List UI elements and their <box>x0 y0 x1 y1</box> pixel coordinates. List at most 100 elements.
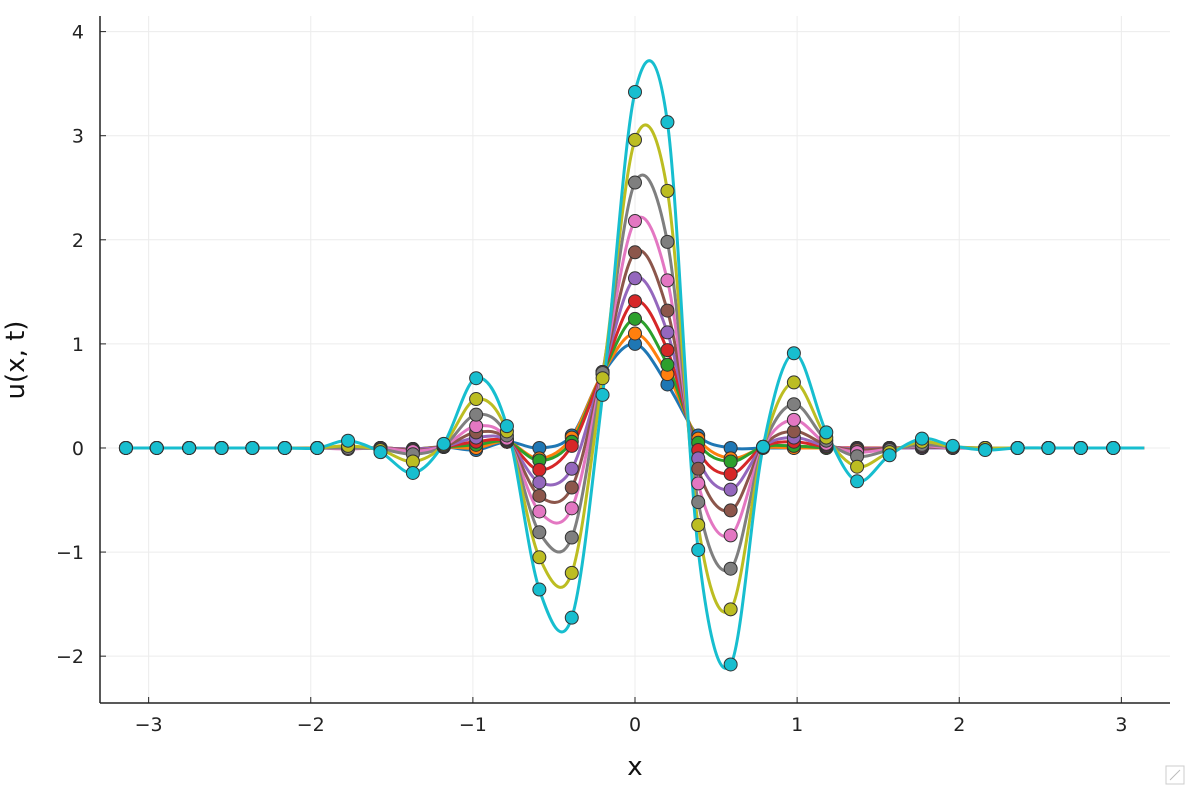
series-6-point <box>564 480 579 495</box>
x-tick-label: 2 <box>953 714 965 736</box>
series-points <box>118 84 1121 672</box>
series-8-point <box>660 234 675 249</box>
series-6-point <box>532 488 547 503</box>
series-8-point <box>532 525 547 540</box>
series-7-point <box>660 273 675 288</box>
x-tick-label: 0 <box>629 714 641 736</box>
axes <box>99 16 1170 704</box>
series-4-point <box>564 438 579 453</box>
y-tick-label: 4 <box>72 22 84 44</box>
x-tick-label: −2 <box>297 714 325 736</box>
y-tick-label: 2 <box>72 230 84 252</box>
series-10-point <box>882 448 897 463</box>
x-tick-label: 3 <box>1115 714 1127 736</box>
series-9-point <box>850 459 865 474</box>
series-3-point <box>660 357 675 372</box>
series-10-point <box>436 436 451 451</box>
series-9-point <box>786 375 801 390</box>
series-10-point <box>277 440 292 455</box>
x-tick-label: 1 <box>791 714 803 736</box>
series-10-point <box>149 440 164 455</box>
y-tick-label: 1 <box>72 334 84 356</box>
series-4-point <box>723 467 738 481</box>
series-10-point <box>723 657 738 672</box>
grid <box>100 16 1170 703</box>
series-10-point <box>564 610 579 625</box>
series-10-point <box>245 440 260 455</box>
series-7-point <box>628 214 642 229</box>
series-9-point <box>660 183 675 198</box>
series-9-point <box>469 392 484 407</box>
series-10-point <box>118 440 133 455</box>
series-10-point <box>819 425 834 440</box>
series-4-point <box>532 462 547 477</box>
series-10-point <box>756 439 771 454</box>
series-5-point <box>564 461 579 476</box>
series-10-point <box>786 346 801 361</box>
series-9-point <box>564 565 579 580</box>
series-6-point <box>660 303 675 318</box>
series-6-point <box>628 245 642 260</box>
series-10-point <box>945 438 960 453</box>
series-5-point <box>532 475 547 490</box>
y-tick-labels: −2 −1 0 1 2 3 4 <box>56 22 84 669</box>
series-10-point <box>499 419 514 434</box>
y-tick-label: 0 <box>72 438 84 460</box>
series-10-point <box>595 387 610 402</box>
x-tick-label: −1 <box>459 714 487 736</box>
series-8-point <box>786 397 801 412</box>
series-8-point <box>469 407 484 422</box>
series-10-point <box>1010 440 1025 455</box>
series-10-point <box>1106 440 1121 455</box>
series-4-point <box>660 343 675 358</box>
series-6-point <box>691 461 706 476</box>
y-tick-label: 3 <box>72 126 84 148</box>
series-10-point <box>182 440 197 455</box>
series-2-point <box>628 326 642 341</box>
series-7-point <box>691 476 706 491</box>
series-10-point <box>660 115 675 130</box>
series-7-point <box>564 501 579 516</box>
series-10-point <box>341 433 356 448</box>
series-9-point <box>595 371 610 386</box>
series-3-point <box>723 454 738 469</box>
series-10-point <box>310 440 325 455</box>
series-5-point <box>723 482 738 497</box>
series-7-point <box>532 504 547 519</box>
series-10-point <box>405 465 420 480</box>
series-line-10 <box>125 59 1145 670</box>
series-10-point <box>532 582 547 597</box>
series-5-point <box>660 325 675 340</box>
series-8-point <box>564 530 579 545</box>
resize-handle-icon[interactable] <box>1165 765 1185 785</box>
series-10-point <box>850 474 865 489</box>
series-8-point <box>723 561 738 576</box>
y-axis-title: u(x, t) <box>1 321 31 400</box>
series-9-point <box>723 602 738 617</box>
y-tick-label: −1 <box>56 542 84 564</box>
y-tick-label: −2 <box>56 646 84 668</box>
series-10-point <box>469 371 484 386</box>
series-4-point <box>628 294 642 309</box>
series-10-point <box>373 445 388 460</box>
series-10-point <box>214 440 229 455</box>
x-tick-labels: −3 −2 −1 0 1 2 3 <box>135 714 1128 736</box>
series-10-point <box>628 84 642 99</box>
x-axis-title: x <box>627 752 642 782</box>
series-10-point <box>914 431 929 446</box>
series-9-point <box>532 550 547 565</box>
series-8-point <box>691 495 706 510</box>
series-7-point <box>723 528 738 543</box>
series-10-point <box>1073 440 1088 455</box>
series-10-point <box>1041 440 1056 455</box>
series-5-point <box>628 271 642 286</box>
series-6-point <box>723 503 738 518</box>
series-7-point <box>786 412 801 427</box>
series-3-point <box>628 311 642 326</box>
series-8-point <box>628 175 642 190</box>
series-9-point <box>691 518 706 533</box>
series-10-point <box>978 443 993 458</box>
series-10-point <box>691 542 706 557</box>
x-tick-label: −3 <box>135 714 163 736</box>
